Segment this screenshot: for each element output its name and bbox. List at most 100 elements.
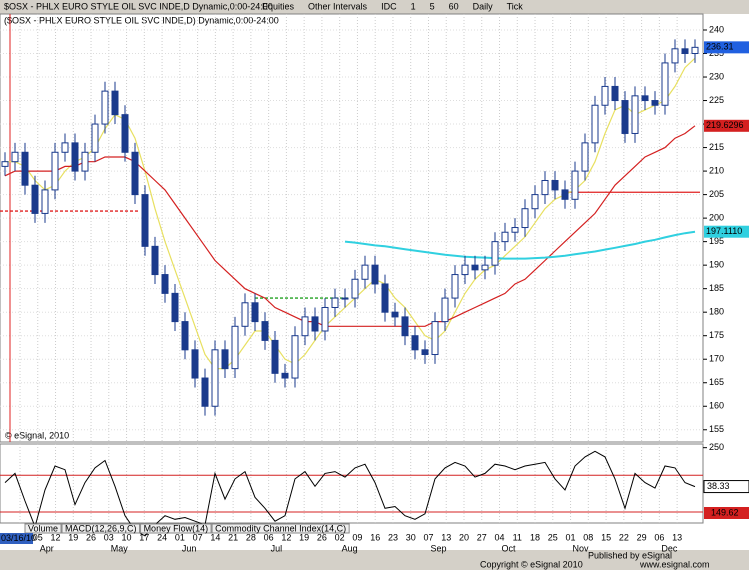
- toolbar-item[interactable]: Other Intervals: [308, 1, 368, 11]
- moving-average: [4, 125, 696, 327]
- toolbar-item[interactable]: 60: [449, 1, 459, 11]
- candle-body: [121, 114, 129, 153]
- month-label: Dec: [661, 543, 678, 553]
- candle-body: [111, 90, 119, 116]
- candle-body: [181, 321, 189, 351]
- candle-body: [341, 297, 349, 300]
- y-tick-label: 205: [709, 189, 724, 199]
- indicator-tab-label[interactable]: Commodity Channel Index(14,C): [215, 523, 346, 533]
- candle-body: [331, 297, 339, 308]
- candle-body: [391, 311, 399, 318]
- x-tick-label: 14: [210, 532, 220, 542]
- x-tick-label: 23: [388, 532, 398, 542]
- x-tick-label: 19: [299, 532, 309, 542]
- candle-body: [211, 349, 219, 407]
- indicator-tab[interactable]: [140, 523, 212, 534]
- candle-body: [511, 227, 519, 233]
- moving-average: [344, 230, 696, 260]
- x-tick-label: 15: [601, 532, 611, 542]
- candle-body: [611, 85, 619, 102]
- month-label: Jul: [271, 543, 283, 553]
- candle-body: [251, 302, 259, 323]
- candle-body: [501, 231, 509, 243]
- candle-body: [371, 264, 379, 285]
- candle-body: [81, 151, 89, 172]
- x-tick-label: 03: [104, 532, 114, 542]
- x-tick-label: 19: [68, 532, 78, 542]
- y-tick-label: 160: [709, 401, 724, 411]
- candle-body: [171, 292, 179, 323]
- candle-body: [421, 349, 429, 356]
- candle-body: [601, 85, 609, 106]
- candle-body: [491, 241, 499, 266]
- start-date: 03/16/10: [1, 533, 36, 543]
- candle-body: [231, 325, 239, 370]
- toolbar-item[interactable]: IDC: [381, 1, 397, 11]
- cci-low-box: [704, 507, 749, 519]
- candle-body: [151, 245, 159, 276]
- x-tick-label: 27: [477, 532, 487, 542]
- start-date-box: [0, 533, 33, 544]
- toolbar-item[interactable]: 1: [411, 1, 416, 11]
- y-tick-label: 175: [709, 330, 724, 340]
- candle-body: [411, 335, 419, 351]
- indicator-tab[interactable]: [211, 523, 350, 534]
- x-tick-label: 26: [86, 532, 96, 542]
- candle-body: [261, 321, 269, 341]
- indicator-tab[interactable]: [24, 523, 62, 534]
- price-panel: [0, 13, 704, 443]
- x-tick-label: 01: [175, 532, 185, 542]
- candle-body: [351, 278, 359, 299]
- toolbar-item[interactable]: Tick: [507, 1, 524, 11]
- candle-body: [481, 264, 489, 271]
- toolbar-item[interactable]: Daily: [473, 1, 494, 11]
- indicator-tab[interactable]: [61, 523, 141, 534]
- candle-body: [651, 100, 659, 106]
- candle-body: [301, 316, 309, 337]
- cci-panel: [0, 443, 704, 524]
- x-tick-label: 29: [637, 532, 647, 542]
- toolbar-item[interactable]: 5: [430, 1, 435, 11]
- candle-body: [381, 283, 389, 313]
- candle-body: [141, 194, 149, 247]
- month-label: Nov: [573, 543, 590, 553]
- toolbar-item[interactable]: Equities: [262, 1, 295, 11]
- indicator-tab-label[interactable]: MACD(12,26,9,C): [65, 523, 137, 533]
- y-tick-label: 165: [709, 377, 724, 387]
- month-label: Jun: [182, 543, 197, 553]
- y-tick-label: 170: [709, 354, 724, 364]
- x-tick-label: 04: [495, 532, 505, 542]
- y-tick-label: 225: [709, 95, 724, 105]
- indicator-tab-label[interactable]: Money Flow(14): [144, 523, 209, 533]
- x-tick-label: 17: [139, 532, 149, 542]
- y-tick-label: 185: [709, 283, 724, 293]
- x-tick-label: 12: [281, 532, 291, 542]
- candle-body: [91, 123, 99, 153]
- price-box-label: 236.31: [706, 42, 734, 52]
- x-tick-label: 08: [583, 532, 593, 542]
- y-tick-label: 180: [709, 307, 724, 317]
- moving-average: [5, 57, 696, 370]
- footer-copyright: Copyright © eSignal 2010: [480, 559, 583, 569]
- month-label: Oct: [502, 543, 517, 553]
- candle-body: [541, 179, 549, 196]
- x-tick-label: 07: [193, 532, 203, 542]
- candle-body: [51, 151, 59, 191]
- cci-box: [703, 480, 749, 494]
- x-tick-label: 07: [423, 532, 433, 542]
- toolbar-symbol[interactable]: $OSX - PHLX EURO STYLE OIL SVC INDE,D Dy…: [4, 1, 273, 11]
- x-tick-label: 12: [51, 532, 61, 542]
- candle-body: [281, 372, 289, 379]
- candle-body: [291, 335, 299, 379]
- candle-body: [21, 151, 29, 186]
- x-tick-label: 01: [566, 532, 576, 542]
- month-label: Sep: [430, 543, 446, 553]
- candle-body: [201, 377, 209, 407]
- x-tick-label: 20: [459, 532, 469, 542]
- candle-body: [61, 142, 69, 153]
- watermark: © eSignal, 2010: [5, 430, 69, 440]
- candle-body: [321, 306, 329, 332]
- candle-body: [241, 302, 249, 327]
- indicator-tab-label[interactable]: Volume: [28, 523, 58, 533]
